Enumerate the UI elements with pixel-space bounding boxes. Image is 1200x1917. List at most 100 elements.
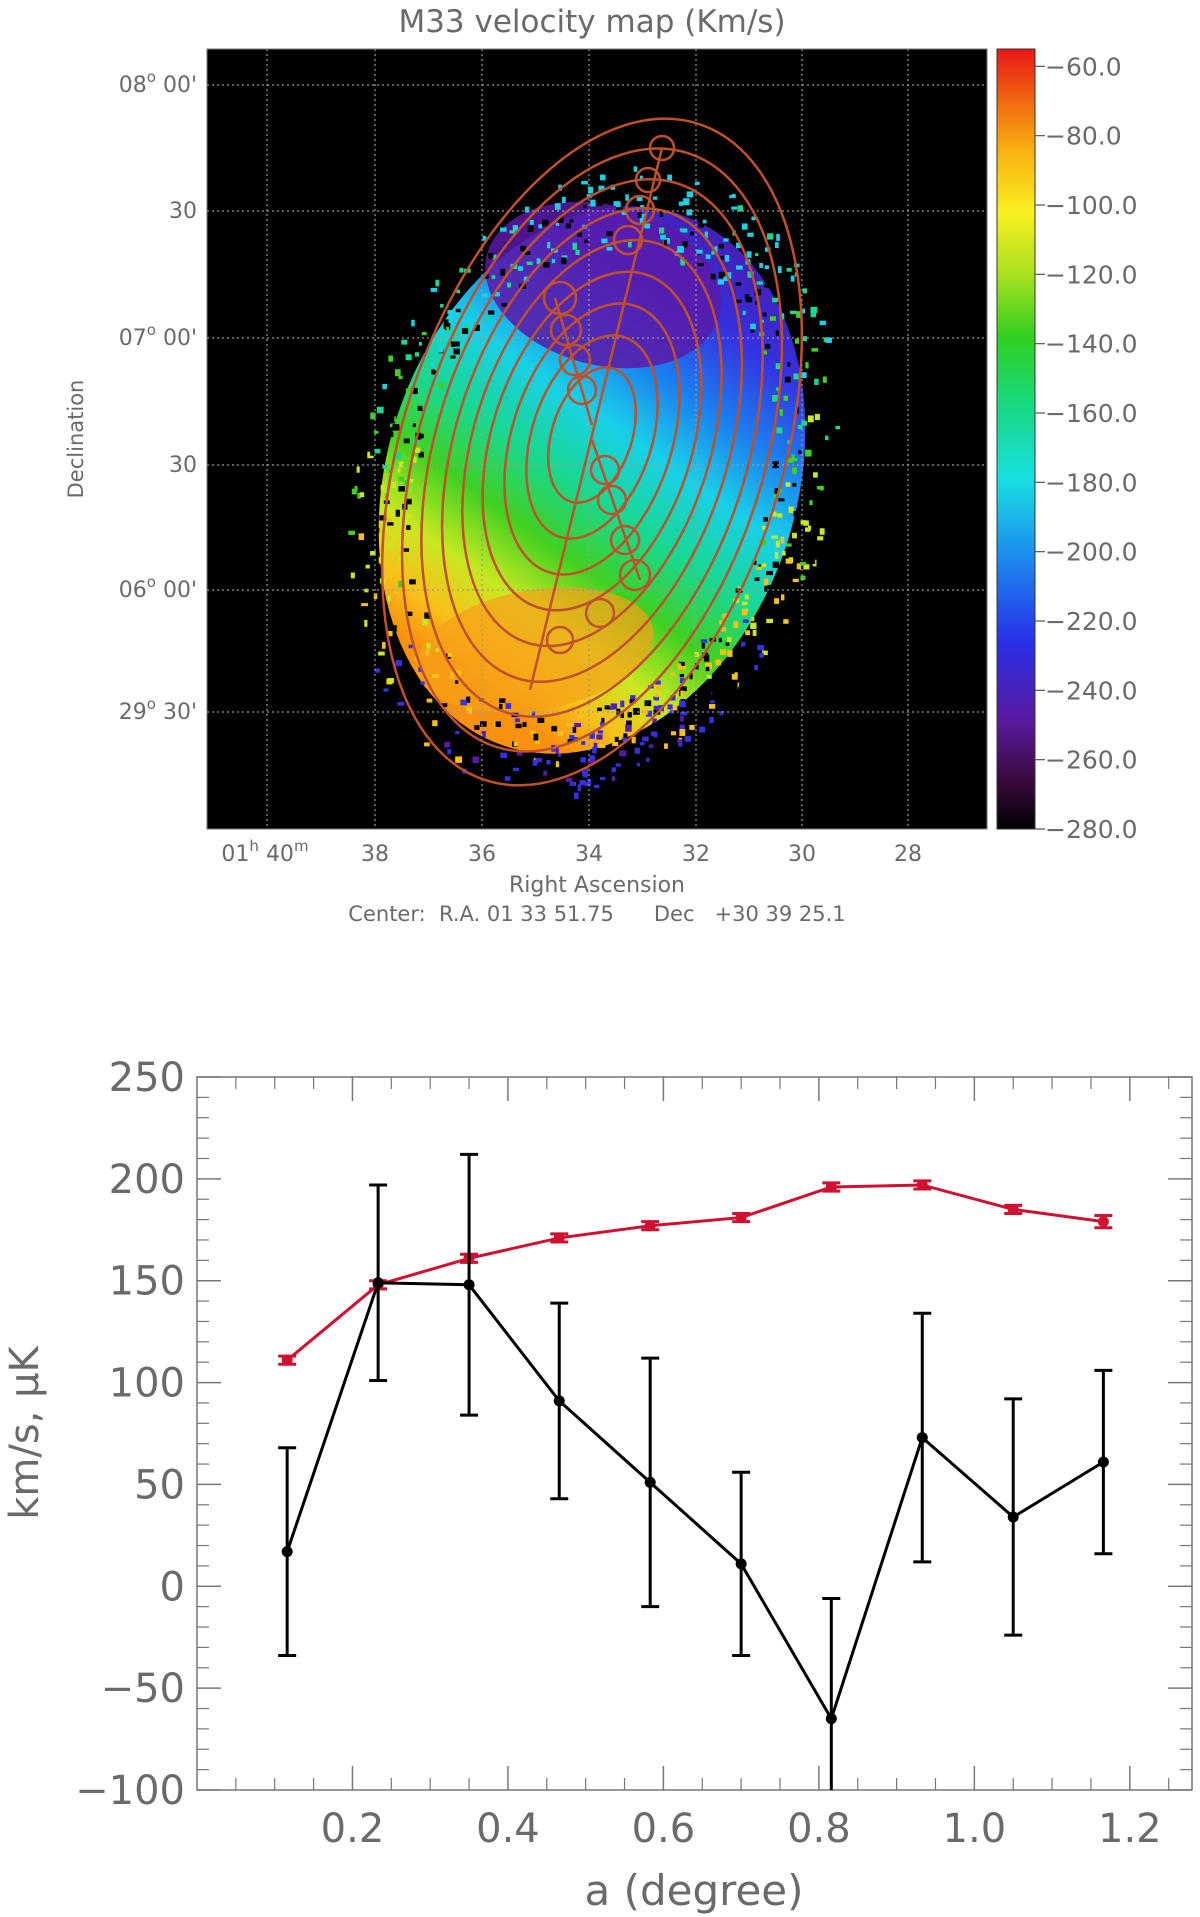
speckle-pixel (513, 741, 518, 747)
speckle-pixel (388, 355, 394, 362)
speckle-pixel (725, 642, 730, 646)
speckle-pixel (428, 376, 433, 384)
speckle-pixel (646, 757, 650, 763)
speckle-pixel (719, 620, 723, 625)
speckle-pixel (606, 246, 613, 251)
speckle-pixel (732, 222, 737, 229)
speckle-pixel (611, 776, 616, 781)
speckle-pixel (412, 456, 417, 463)
velocity-map-panel: M33 velocity map (Km/s) (64, 4, 1138, 926)
speckle-pixel (383, 688, 389, 692)
speckle-pixel (724, 254, 730, 262)
speckle-pixel (431, 398, 437, 403)
ra-tick-labels: 01h 40m 38 36 34 32 30 28 (221, 837, 922, 867)
speckle-pixel (721, 627, 727, 632)
svg-text:38: 38 (361, 842, 389, 867)
speckle-pixel (561, 255, 568, 260)
speckle-pixel (406, 513, 412, 519)
speckle-pixel (612, 741, 619, 747)
speckle-pixel (710, 700, 715, 704)
speckle-pixel (762, 312, 767, 317)
speckle-pixel (555, 747, 559, 754)
speckle-pixel (670, 731, 677, 736)
speckle-pixel (720, 215, 725, 221)
speckle-pixel (491, 747, 496, 753)
speckle-pixel (630, 695, 636, 702)
speckle-pixel (627, 183, 631, 190)
speckle-pixel (498, 698, 506, 703)
speckle-pixel (361, 603, 369, 607)
speckle-pixel (750, 326, 755, 333)
speckle-pixel (758, 564, 762, 568)
speckle-pixel (377, 614, 382, 620)
speckle-pixel (755, 301, 759, 305)
speckle-pixel (447, 310, 454, 315)
speckle-pixel (778, 498, 785, 502)
speckle-pixel (437, 381, 445, 388)
speckle-pixel (372, 400, 377, 407)
speckle-pixel (701, 643, 705, 649)
speckle-pixel (406, 525, 411, 530)
speckle-pixel (481, 293, 488, 298)
data-point (1097, 1216, 1109, 1228)
speckle-pixel (561, 257, 567, 265)
speckle-pixel (780, 536, 785, 544)
speckle-pixel (735, 282, 742, 286)
speckle-pixel (601, 717, 605, 724)
speckle-pixel (766, 618, 774, 624)
data-point (735, 1212, 747, 1224)
speckle-pixel (727, 191, 732, 196)
speckle-pixel (727, 650, 733, 657)
svg-text:01h 40m: 01h 40m (221, 837, 308, 867)
speckle-pixel (702, 652, 709, 659)
speckle-pixel (697, 263, 704, 267)
speckle-pixel (524, 251, 531, 255)
speckle-pixel (706, 688, 712, 695)
speckle-pixel (393, 590, 400, 594)
x-tick-label: 1.0 (943, 1806, 1007, 1852)
speckle-pixel (791, 454, 795, 461)
speckle-pixel (533, 733, 539, 741)
speckle-pixel (474, 324, 480, 331)
speckle-pixel (679, 700, 686, 708)
data-point (916, 1432, 928, 1444)
speckle-pixel (774, 598, 780, 604)
speckle-pixel (652, 718, 657, 723)
speckle-pixel (397, 468, 401, 473)
speckle-pixel (507, 282, 511, 288)
speckle-pixel (707, 678, 713, 685)
speckle-pixel (706, 213, 711, 221)
svg-text:30: 30 (169, 199, 197, 224)
speckle-pixel (694, 181, 700, 185)
speckle-pixel (807, 415, 814, 423)
speckle-pixel (415, 370, 419, 376)
speckle-pixel (600, 174, 606, 181)
speckle-pixel (761, 350, 767, 355)
speckle-pixel (736, 265, 743, 270)
speckle-pixel (474, 725, 480, 730)
speckle-pixel (501, 303, 507, 307)
speckle-pixel (764, 265, 769, 270)
speckle-pixel (598, 185, 605, 192)
speckle-pixel (620, 711, 625, 719)
series-line (286, 1183, 1104, 1362)
speckle-pixel (392, 625, 397, 632)
speckle-pixel (776, 233, 780, 241)
speckle-pixel (816, 486, 822, 490)
speckle-pixel (407, 479, 414, 483)
speckle-pixel (667, 704, 673, 710)
speckle-pixel (766, 570, 773, 576)
speckle-pixel (699, 726, 706, 733)
x-tick-label: 0.4 (476, 1806, 540, 1852)
speckle-pixel (412, 423, 417, 427)
speckle-pixel (679, 729, 686, 736)
speckle-pixel (466, 696, 471, 703)
speckle-pixel (590, 199, 596, 207)
speckle-pixel (694, 651, 700, 657)
data-point (735, 1558, 747, 1570)
speckle-pixel (515, 723, 522, 729)
speckle-pixel (409, 579, 416, 585)
speckle-pixel (486, 315, 490, 322)
tilted-ring-overlay (380, 117, 804, 787)
speckle-pixel (420, 681, 425, 685)
